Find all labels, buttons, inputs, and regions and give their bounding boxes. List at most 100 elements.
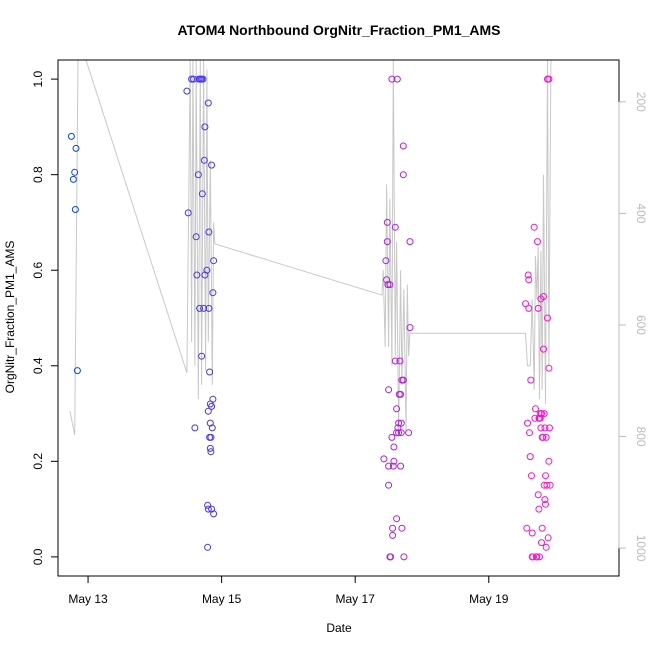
- data-point: [208, 161, 216, 169]
- secondary-y-tick-label: 800: [634, 427, 648, 447]
- data-point: [395, 429, 403, 437]
- data-point: [384, 281, 392, 289]
- data-point: [396, 357, 404, 365]
- data-point: [542, 500, 549, 508]
- data-point: [546, 481, 554, 489]
- data-point: [528, 529, 536, 537]
- data-point: [206, 444, 214, 452]
- x-axis-label: Date: [326, 621, 352, 635]
- data-point: [383, 276, 391, 284]
- data-point: [533, 553, 541, 561]
- data-point: [210, 257, 218, 265]
- data-point: [531, 414, 539, 422]
- data-point: [529, 553, 537, 561]
- data-point: [385, 386, 393, 394]
- secondary-y-axis: 200 400 600 800 1000: [618, 92, 648, 562]
- data-point: [534, 491, 542, 499]
- secondary-y-tick-label: 400: [634, 203, 648, 223]
- data-point: [204, 99, 212, 107]
- data-point: [398, 524, 406, 532]
- data-point: [544, 534, 552, 542]
- data-point: [198, 352, 206, 360]
- data-point: [385, 481, 393, 489]
- data-point: [205, 228, 213, 236]
- data-point: [196, 304, 204, 312]
- data-point: [183, 87, 191, 95]
- data-point: [397, 419, 405, 427]
- data-point: [542, 433, 550, 441]
- data-point: [534, 238, 541, 246]
- data-point: [200, 304, 208, 312]
- data-point: [534, 304, 542, 312]
- data-point: [206, 368, 214, 376]
- data-point: [380, 455, 388, 463]
- data-point: [395, 419, 403, 427]
- data-point: [389, 531, 397, 539]
- data-point: [535, 505, 543, 513]
- altitude-track: [69, 59, 552, 436]
- data-point: [386, 281, 394, 289]
- data-point: [399, 142, 407, 150]
- data-point: [386, 553, 394, 561]
- data-point: [390, 457, 398, 465]
- data-point: [393, 515, 401, 523]
- data-point: [543, 481, 551, 489]
- data-point: [210, 510, 218, 518]
- x-tick-label: May 13: [68, 592, 108, 606]
- data-point: [207, 433, 215, 441]
- y-tick-label: 0.8: [31, 166, 45, 183]
- data-points: [67, 75, 554, 561]
- data-point: [542, 543, 550, 551]
- data-point: [207, 448, 215, 456]
- data-point: [545, 75, 553, 83]
- data-point: [540, 345, 547, 353]
- data-point: [389, 462, 397, 470]
- data-point: [194, 171, 202, 179]
- altitude-track-line: [69, 59, 552, 436]
- data-point: [537, 424, 545, 432]
- data-point: [192, 233, 200, 241]
- data-point: [200, 156, 208, 164]
- data-point: [399, 171, 407, 179]
- data-point: [199, 75, 207, 83]
- data-point: [208, 402, 216, 410]
- data-point: [71, 168, 79, 176]
- data-point: [526, 429, 533, 437]
- data-point: [391, 223, 399, 231]
- data-point: [393, 405, 401, 413]
- data-point: [394, 424, 402, 432]
- data-point: [67, 132, 75, 140]
- data-point: [538, 539, 545, 547]
- data-point: [204, 543, 212, 551]
- data-point: [400, 553, 408, 561]
- data-point: [203, 266, 211, 274]
- data-point: [522, 300, 529, 308]
- data-point: [526, 453, 534, 461]
- data-point: [69, 175, 77, 183]
- data-point: [524, 419, 531, 427]
- y-tick-label: 0.6: [31, 262, 45, 279]
- data-point: [538, 524, 546, 532]
- data-point: [208, 424, 216, 432]
- data-point: [527, 376, 535, 384]
- data-point: [190, 75, 198, 83]
- data-point: [525, 304, 533, 312]
- data-point: [544, 314, 551, 322]
- data-point: [539, 433, 547, 441]
- data-point: [393, 429, 401, 437]
- y-tick-label: 0.0: [31, 548, 45, 565]
- y-tick-label: 0.4: [31, 357, 45, 374]
- data-point: [389, 524, 397, 532]
- data-point: [204, 505, 212, 513]
- x-tick-label: May 15: [202, 592, 242, 606]
- data-point: [382, 257, 390, 265]
- data-point: [397, 429, 405, 437]
- data-point: [540, 293, 547, 300]
- data-point: [399, 376, 407, 384]
- data-point: [72, 144, 80, 152]
- data-point: [535, 414, 543, 422]
- x-axis: May 13 May 15 May 17 May 19: [68, 575, 509, 606]
- data-point: [532, 405, 539, 413]
